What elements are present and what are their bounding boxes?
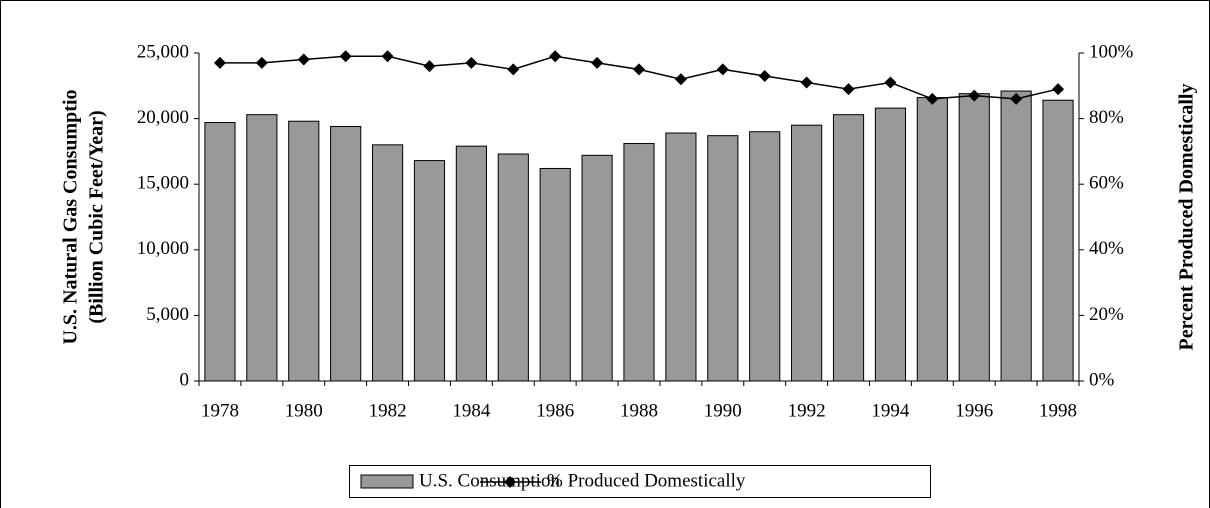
bar: [330, 125, 362, 382]
x-tick-label: 1984: [452, 400, 491, 421]
x-tick-label: 1990: [704, 400, 742, 421]
line-marker: [381, 50, 394, 63]
y2-tick-label: 100%: [1089, 41, 1134, 62]
y-tick-label: 0: [180, 369, 190, 390]
legend-box: [349, 465, 931, 498]
y2-tick-label: 60%: [1089, 173, 1124, 194]
bar: [497, 153, 529, 382]
line-marker: [926, 92, 939, 105]
bar: [1000, 90, 1032, 382]
line-marker: [507, 63, 520, 76]
bar: [958, 93, 990, 382]
bar: [246, 114, 278, 382]
line-marker: [716, 63, 729, 76]
x-tick-label: 1988: [620, 400, 658, 421]
bar: [916, 97, 948, 382]
y-tick-label: 10,000: [137, 238, 189, 259]
bar: [413, 160, 446, 382]
bar: [791, 124, 823, 382]
bar: [665, 132, 697, 382]
legend-label: U.S. Consumption: [419, 470, 560, 491]
bar: [371, 144, 404, 382]
line-marker: [549, 50, 562, 63]
bar: [288, 120, 320, 382]
line: [219, 55, 1059, 100]
y-tick-label: 20,000: [137, 107, 189, 128]
line-marker: [842, 83, 855, 96]
legend-marker: [504, 476, 516, 488]
bar: [204, 122, 236, 382]
bar: [539, 167, 571, 382]
line-marker: [633, 63, 645, 76]
x-tick-label: 1982: [369, 400, 407, 421]
bar: [1042, 99, 1074, 382]
legend-swatch: [360, 474, 414, 489]
line-marker: [758, 69, 771, 82]
y-tick-label: 25,000: [137, 41, 189, 62]
x-tick-label: 1996: [955, 400, 993, 421]
line-marker: [674, 73, 687, 86]
x-tick-label: 1980: [285, 400, 323, 421]
bar: [623, 143, 655, 382]
x-tick-label: 1986: [536, 400, 574, 421]
bar: [749, 131, 781, 382]
line-marker: [884, 76, 897, 89]
bar: [832, 114, 865, 382]
line-marker: [800, 76, 813, 89]
line-marker: [1052, 83, 1065, 96]
x-tick-label: 1978: [201, 400, 239, 421]
y-axis-label: (Billion Cubic Feet/Year): [86, 110, 108, 323]
bar: [874, 107, 907, 382]
line-marker: [465, 56, 478, 69]
line-marker: [255, 56, 268, 69]
y-tick-label: 5,000: [146, 304, 189, 325]
x-tick-label: 1994: [871, 400, 910, 421]
line-marker: [297, 53, 310, 66]
y2-axis-label: Percent Produced Domestically: [1176, 84, 1198, 351]
line-marker: [1010, 92, 1023, 105]
y-axis-label: U.S. Natural Gas Consumptio: [60, 89, 82, 344]
bar: [707, 135, 739, 382]
bar: [581, 154, 613, 382]
line-marker: [339, 50, 352, 63]
y-tick-label: 15,000: [137, 173, 189, 194]
bar: [455, 145, 487, 382]
y2-tick-label: 20%: [1089, 304, 1124, 325]
line-marker: [968, 89, 981, 102]
x-tick-label: 1998: [1039, 400, 1077, 421]
line-marker: [213, 56, 226, 69]
y2-tick-label: 40%: [1089, 238, 1124, 259]
x-tick-label: 1992: [788, 400, 826, 421]
legend-label: % Produced Domestically: [547, 470, 746, 491]
line-marker: [591, 56, 604, 69]
y2-tick-label: 80%: [1089, 107, 1124, 128]
line-marker: [423, 60, 436, 73]
y2-tick-label: 0%: [1089, 369, 1115, 390]
